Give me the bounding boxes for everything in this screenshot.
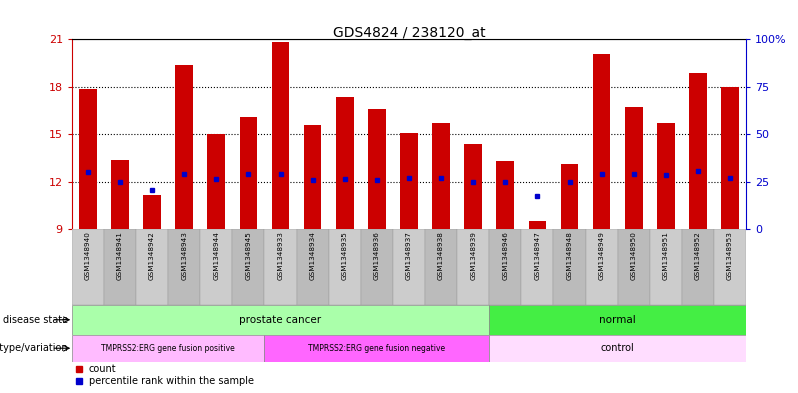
Bar: [72, 334, 264, 362]
Bar: [496, 161, 514, 229]
Bar: [586, 229, 618, 305]
Text: GSM1348939: GSM1348939: [470, 231, 476, 280]
Text: GSM1348946: GSM1348946: [502, 231, 508, 280]
Bar: [264, 229, 297, 305]
Bar: [689, 73, 707, 229]
Bar: [361, 229, 393, 305]
Text: GSM1348941: GSM1348941: [117, 231, 123, 280]
Text: GSM1348950: GSM1348950: [630, 231, 637, 280]
Bar: [657, 123, 674, 229]
Bar: [144, 195, 161, 229]
Text: GSM1348933: GSM1348933: [278, 231, 283, 280]
Text: GSM1348943: GSM1348943: [181, 231, 188, 280]
Bar: [111, 160, 128, 229]
Bar: [304, 125, 322, 229]
Bar: [72, 305, 489, 334]
Text: percentile rank within the sample: percentile rank within the sample: [89, 375, 254, 386]
Text: genotype/variation: genotype/variation: [0, 343, 69, 353]
Text: GSM1348942: GSM1348942: [149, 231, 155, 280]
Bar: [72, 229, 104, 305]
Bar: [721, 87, 739, 229]
Text: GSM1348952: GSM1348952: [695, 231, 701, 280]
Bar: [232, 229, 264, 305]
Bar: [207, 134, 225, 229]
Bar: [271, 42, 290, 229]
Text: GSM1348936: GSM1348936: [374, 231, 380, 280]
Bar: [176, 65, 193, 229]
Text: GSM1348949: GSM1348949: [598, 231, 605, 280]
Bar: [400, 132, 418, 229]
Bar: [714, 229, 746, 305]
Text: GSM1348938: GSM1348938: [438, 231, 444, 280]
Bar: [464, 144, 482, 229]
Text: GSM1348937: GSM1348937: [406, 231, 412, 280]
Text: TMPRSS2:ERG gene fusion positive: TMPRSS2:ERG gene fusion positive: [101, 344, 235, 353]
Bar: [489, 229, 521, 305]
Bar: [650, 229, 682, 305]
Bar: [433, 123, 450, 229]
Text: count: count: [89, 364, 117, 374]
Bar: [682, 229, 714, 305]
Bar: [239, 117, 257, 229]
Bar: [297, 229, 329, 305]
Bar: [528, 221, 547, 229]
Text: GSM1348945: GSM1348945: [246, 231, 251, 280]
Bar: [104, 229, 136, 305]
Text: GSM1348944: GSM1348944: [213, 231, 219, 280]
Bar: [136, 229, 168, 305]
Text: GSM1348951: GSM1348951: [663, 231, 669, 280]
Bar: [168, 229, 200, 305]
Bar: [561, 164, 579, 229]
Text: control: control: [601, 343, 634, 353]
Text: GSM1348935: GSM1348935: [342, 231, 348, 280]
Text: TMPRSS2:ERG gene fusion negative: TMPRSS2:ERG gene fusion negative: [308, 344, 445, 353]
Text: GSM1348953: GSM1348953: [727, 231, 733, 280]
Bar: [489, 334, 746, 362]
Bar: [618, 229, 650, 305]
Bar: [393, 229, 425, 305]
Text: GSM1348940: GSM1348940: [85, 231, 91, 280]
Bar: [329, 229, 361, 305]
Text: GSM1348948: GSM1348948: [567, 231, 572, 280]
Bar: [554, 229, 586, 305]
Text: prostate cancer: prostate cancer: [239, 315, 322, 325]
Bar: [521, 229, 554, 305]
Text: disease state: disease state: [3, 315, 69, 325]
Bar: [489, 305, 746, 334]
Text: GDS4824 / 238120_at: GDS4824 / 238120_at: [333, 26, 485, 40]
Bar: [79, 89, 97, 229]
Text: GSM1348934: GSM1348934: [310, 231, 316, 280]
Bar: [200, 229, 232, 305]
Bar: [368, 109, 385, 229]
Bar: [336, 97, 354, 229]
Bar: [593, 53, 610, 229]
Bar: [625, 107, 642, 229]
Text: normal: normal: [599, 315, 636, 325]
Bar: [425, 229, 457, 305]
Text: GSM1348947: GSM1348947: [535, 231, 540, 280]
Bar: [457, 229, 489, 305]
Bar: [264, 334, 489, 362]
